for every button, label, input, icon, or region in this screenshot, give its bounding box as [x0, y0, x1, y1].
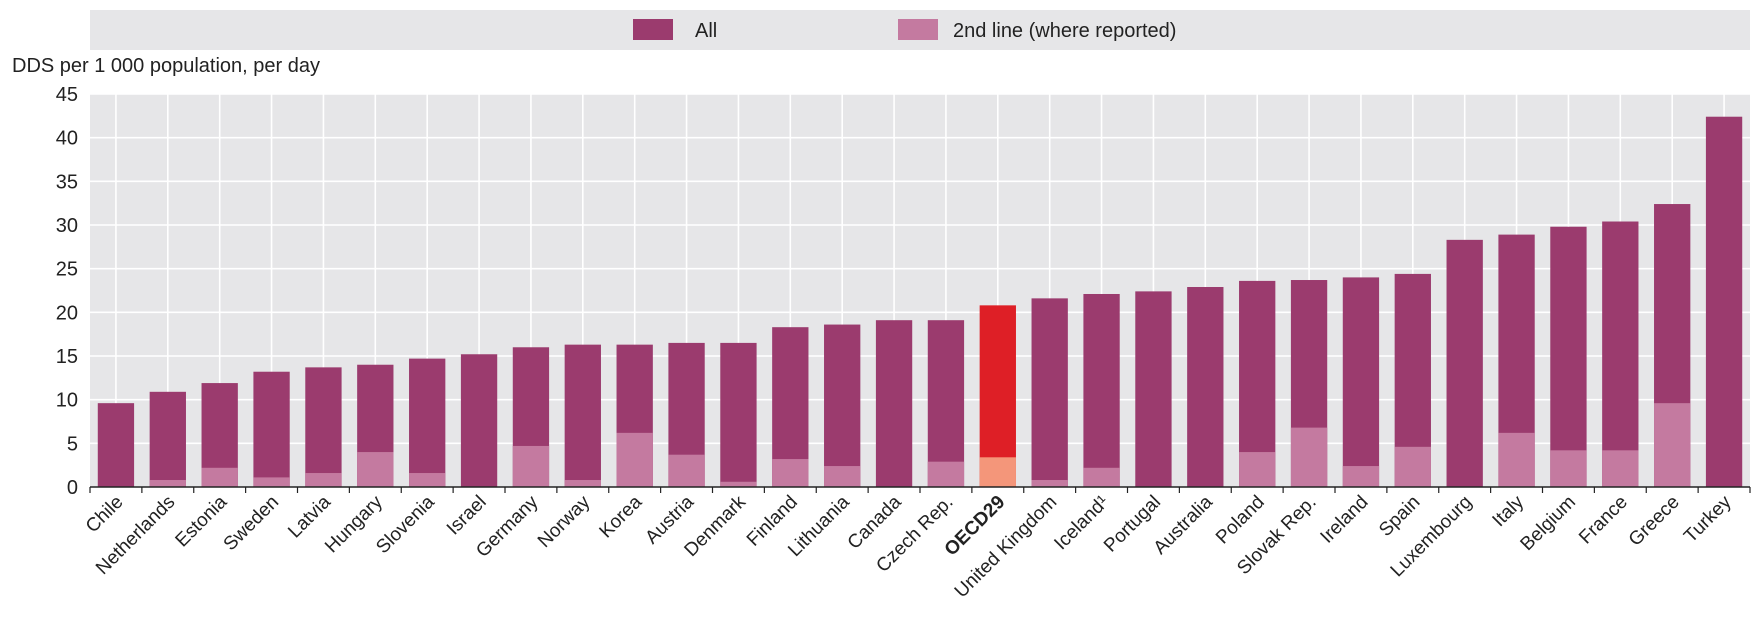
- bar-second-line: [564, 480, 601, 487]
- bar-second-line: [979, 457, 1016, 487]
- bar-second-line: [616, 432, 653, 487]
- y-tick-label: 45: [56, 84, 78, 106]
- bar-second-line: [1498, 432, 1535, 487]
- bar-all: [1602, 221, 1639, 488]
- bar-all: [1031, 298, 1068, 487]
- y-tick-label: 30: [56, 215, 78, 237]
- bar-second-line: [824, 466, 861, 487]
- x-tick-label: Chile: [82, 492, 127, 537]
- x-tick-label: France: [1575, 492, 1632, 549]
- bar-all: [1550, 226, 1587, 487]
- bar-second-line: [1290, 427, 1328, 487]
- bar-all: [1083, 293, 1120, 487]
- x-tick-label: Spain: [1375, 492, 1424, 541]
- x-tick-label: Turkey: [1680, 491, 1736, 547]
- legend-swatch-second-line: [898, 19, 938, 40]
- y-tick-label: 0: [67, 477, 78, 499]
- x-tick-label: Italy: [1489, 491, 1529, 531]
- bar-second-line: [253, 477, 290, 487]
- y-tick-label: 20: [56, 302, 78, 324]
- bar-second-line: [1602, 450, 1639, 487]
- y-tick-label: 10: [56, 390, 78, 412]
- bar-all: [97, 403, 135, 487]
- bar-all: [979, 305, 1016, 487]
- x-tick-label: Norway: [534, 491, 595, 552]
- bar-second-line: [772, 459, 809, 487]
- bar-second-line: [1394, 446, 1431, 487]
- bar-second-line: [1239, 452, 1276, 487]
- bar-all: [927, 320, 965, 487]
- legend-swatch-all: [633, 19, 673, 40]
- x-tick-label: Slovenia: [372, 491, 439, 558]
- bar-second-line: [668, 454, 705, 487]
- x-tick-label: Greece: [1625, 492, 1684, 551]
- bar-all: [564, 344, 601, 487]
- y-tick-label: 15: [56, 346, 78, 368]
- bar-all: [875, 320, 913, 487]
- y-axis-title: DDS per 1 000 population, per day: [12, 55, 320, 77]
- bar-all: [1446, 239, 1483, 487]
- bar-second-line: [1342, 466, 1380, 487]
- bar-second-line: [512, 445, 550, 487]
- bar-all: [1342, 277, 1380, 487]
- bar-all: [149, 391, 186, 487]
- bar-all: [1135, 291, 1172, 487]
- y-tick-label: 40: [56, 128, 78, 150]
- bar-all: [460, 354, 498, 487]
- bar-second-line: [1654, 403, 1691, 487]
- x-tick-label: Korea: [596, 491, 647, 542]
- bar-second-line: [305, 473, 342, 487]
- x-tick-label: Ireland: [1317, 492, 1373, 548]
- bar-second-line: [149, 480, 186, 487]
- x-tick-label: Belgium: [1517, 492, 1580, 555]
- bar-second-line: [357, 452, 394, 487]
- bar-all: [720, 342, 757, 487]
- y-tick-label: 5: [67, 433, 78, 455]
- legend-label-second-line: 2nd line (where reported): [953, 20, 1176, 42]
- bar-all: [305, 367, 342, 487]
- plot-area: 051015202530354045ChileNetherlandsEstoni…: [56, 84, 1751, 602]
- x-tick-label: Israel: [443, 492, 491, 540]
- bar-second-line: [1031, 480, 1068, 487]
- bar-second-line: [1083, 467, 1120, 487]
- bar-second-line: [201, 467, 238, 487]
- bar-all: [1187, 287, 1224, 487]
- bar-second-line: [720, 481, 757, 487]
- bar-second-line: [1550, 450, 1587, 487]
- bar-all: [253, 371, 290, 487]
- y-tick-label: 25: [56, 259, 78, 281]
- bar-second-line: [927, 461, 965, 487]
- bar-all: [409, 358, 446, 487]
- legend-label-all: All: [695, 20, 717, 42]
- y-tick-label: 35: [56, 171, 78, 193]
- bar-second-line: [409, 473, 446, 487]
- x-tick-label: Sweden: [220, 492, 283, 555]
- bar-all: [824, 324, 861, 487]
- bar-all: [1705, 116, 1743, 487]
